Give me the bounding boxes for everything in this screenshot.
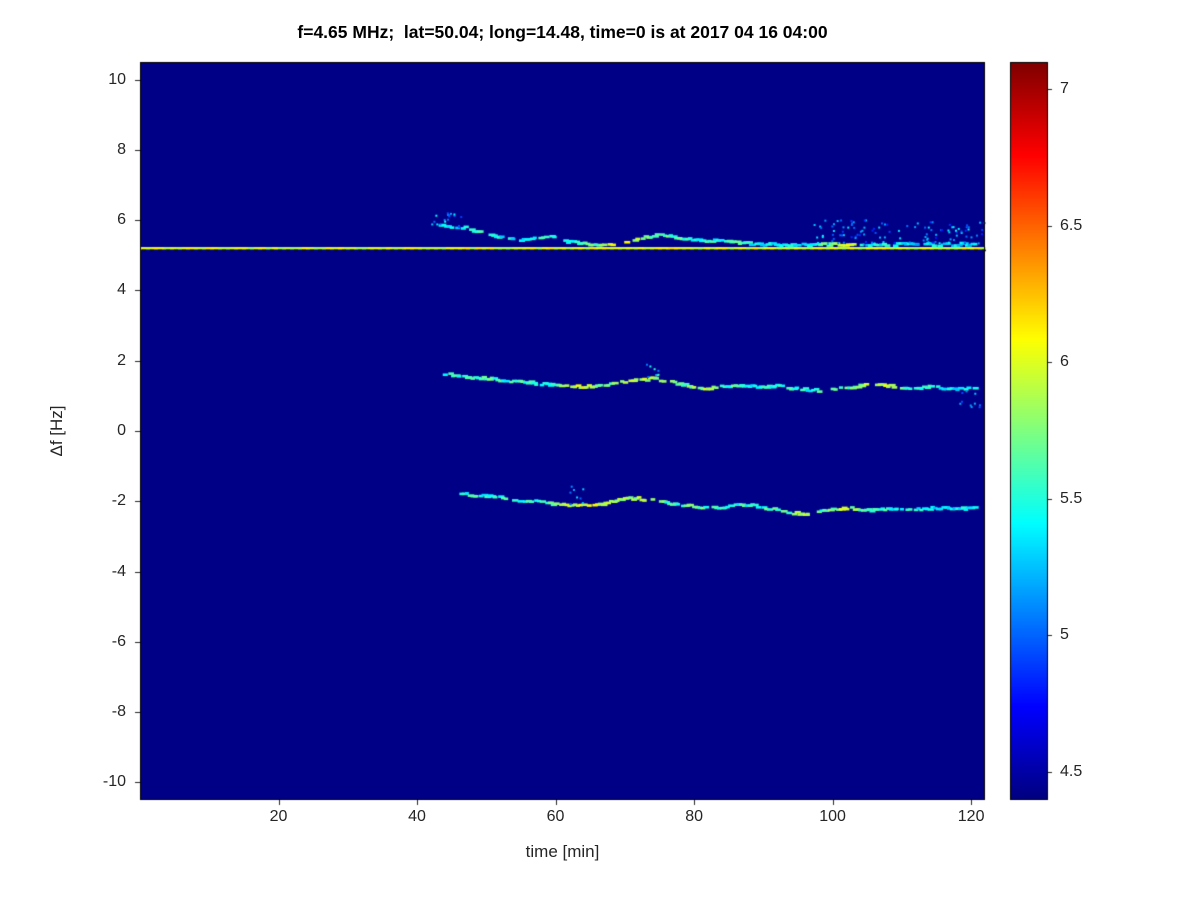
y-tick-label: -10 — [102, 773, 126, 791]
x-tick-label: 20 — [269, 808, 288, 825]
colorbar-tick-label: 4.5 — [1060, 762, 1083, 780]
chart-title: f=4.65 MHz; lat=50.04; long=14.48, time=… — [297, 22, 828, 42]
y-tick-label: 2 — [117, 351, 126, 369]
x-tick-label: 120 — [957, 808, 985, 825]
x-tick-label: 40 — [408, 808, 426, 825]
y-tick-label: 8 — [117, 140, 126, 158]
heatmap-plot — [130, 52, 995, 810]
x-axis-label: time [min] — [525, 842, 600, 861]
y-axis-label: Δf [Hz] — [47, 405, 66, 457]
colorbar — [1008, 52, 1060, 810]
y-tick-label: -6 — [111, 632, 126, 650]
y-tick-label: -8 — [111, 703, 126, 721]
x-tick-label: 100 — [819, 808, 846, 825]
colorbar-tick-label: 5.5 — [1060, 489, 1083, 507]
colorbar-tick-label: 6.5 — [1060, 216, 1083, 234]
y-tick-label: 10 — [108, 70, 126, 88]
y-tick-label: 6 — [117, 211, 126, 229]
y-tick-label: 0 — [117, 422, 126, 439]
y-tick-label: 4 — [117, 281, 126, 299]
x-tick-label: 60 — [546, 808, 565, 825]
y-tick-label: -2 — [111, 492, 126, 510]
x-tick-label: 80 — [685, 808, 703, 825]
y-tick-label: -4 — [111, 562, 126, 580]
colorbar-tick-label: 7 — [1060, 80, 1069, 98]
colorbar-tick-label: 6 — [1060, 353, 1069, 371]
colorbar-tick-label: 5 — [1060, 626, 1069, 644]
